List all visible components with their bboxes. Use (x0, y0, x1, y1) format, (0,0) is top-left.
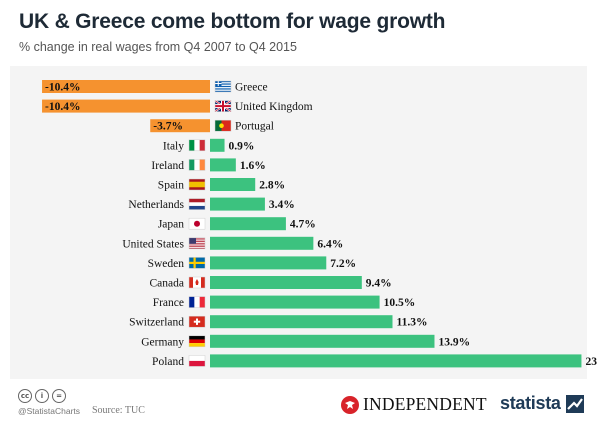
category-label: Sweden (148, 258, 185, 270)
eagle-icon (341, 395, 359, 414)
netherlands-flag-icon (188, 198, 206, 210)
chart-title: UK & Greece come bottom for wage growth (19, 10, 446, 33)
ireland-flag-icon (188, 159, 206, 171)
bar-row: 6.4% United States (122, 236, 343, 250)
japan-flag-icon (188, 217, 206, 230)
spain-flag-icon (188, 178, 206, 191)
poland-flag-icon (188, 355, 206, 367)
bar-row: 7.2% Sweden (148, 256, 356, 270)
germany-flag-icon (188, 335, 206, 348)
data-label: 13.9% (438, 336, 470, 348)
usa-flag-icon (188, 237, 206, 250)
bar (210, 217, 286, 231)
footer: cc i = @StatistaCharts Source: TUC INDEP… (0, 380, 597, 423)
data-label: 3.4% (269, 199, 295, 211)
category-label: United States (122, 238, 184, 250)
bar (210, 295, 380, 309)
data-label: -10.4% (45, 101, 80, 113)
bar (210, 197, 265, 211)
bar-row: 1.6% Ireland (151, 158, 266, 172)
independent-logo: INDEPENDENT (341, 394, 487, 415)
france-flag-icon (188, 296, 206, 308)
independent-wordmark: INDEPENDENT (363, 394, 487, 414)
category-label: Netherlands (128, 199, 184, 211)
category-label: Japan (158, 219, 184, 231)
bar-row: 0.9% Italy (163, 138, 255, 152)
data-label: -3.7% (153, 121, 183, 133)
bar (210, 256, 327, 270)
bar (210, 158, 236, 172)
data-label: 1.6% (240, 160, 266, 172)
category-label: Italy (163, 140, 184, 152)
sweden-flag-icon (188, 257, 206, 269)
data-label: 9.4% (366, 278, 392, 290)
category-label: Portugal (235, 121, 274, 133)
switzerland-flag-icon (188, 315, 206, 328)
category-label: Ireland (151, 160, 184, 172)
source-note: Source: TUC (92, 405, 145, 416)
bar (210, 138, 225, 152)
bar-row: 4.7% Japan (158, 217, 316, 231)
data-label: -10.4% (45, 82, 80, 94)
chart-subtitle: % change in real wages from Q4 2007 to Q… (19, 40, 297, 54)
bar (210, 334, 435, 348)
bar-row: -10.4% Greece (42, 80, 268, 94)
bar (150, 119, 210, 133)
data-label: 11.3% (396, 317, 427, 329)
data-label: 0.9% (229, 140, 255, 152)
bar-row: -3.7% Portugal (150, 119, 274, 133)
portugal-flag-icon (214, 119, 232, 132)
statista-mark-icon (565, 394, 584, 413)
statista-handle: @StatistaCharts (18, 406, 81, 416)
data-label: 2.8% (259, 180, 285, 192)
bar (42, 99, 210, 113)
bar (210, 276, 362, 289)
category-label: Germany (141, 336, 184, 348)
greece-flag-icon (214, 80, 232, 93)
attribution-icon: i (35, 389, 49, 403)
canada-flag-icon (188, 276, 206, 289)
bar (210, 354, 582, 368)
bar-row: 13.9% Germany (141, 334, 470, 348)
uk-flag-icon (214, 99, 232, 113)
category-label: Switzerland (129, 317, 184, 329)
creative-commons-icon: cc (18, 389, 32, 403)
data-label: 6.4% (317, 238, 343, 250)
bar-row: -10.4% United Kingdom (42, 99, 313, 113)
bar-row: 23.0% Poland (152, 354, 597, 368)
bar (210, 236, 314, 250)
bar-row: 2.8% Spain (158, 178, 285, 192)
statista-logo: statista (500, 393, 584, 414)
category-label: Greece (235, 82, 268, 94)
bar (210, 178, 256, 191)
data-label: 4.7% (290, 219, 316, 231)
data-label: 7.2% (330, 258, 356, 270)
italy-flag-icon (188, 139, 206, 152)
category-label: United Kingdom (235, 101, 313, 113)
bar-row: 9.4% Canada (150, 276, 392, 290)
statista-wordmark: statista (500, 393, 561, 413)
license-icons: cc i = (18, 389, 66, 403)
category-label: Spain (158, 180, 184, 192)
category-label: France (153, 297, 184, 309)
bar (210, 315, 393, 329)
bar-row: 3.4% Netherlands (128, 197, 295, 211)
no-derivatives-icon: = (52, 389, 66, 403)
bar-row: 11.3% Switzerland (129, 315, 427, 329)
category-label: Canada (150, 278, 184, 290)
bar-row: 10.5% France (153, 295, 416, 309)
data-label: 23.0% (585, 356, 597, 368)
bar (42, 80, 210, 93)
data-label: 10.5% (384, 297, 416, 309)
category-label: Poland (152, 356, 184, 368)
